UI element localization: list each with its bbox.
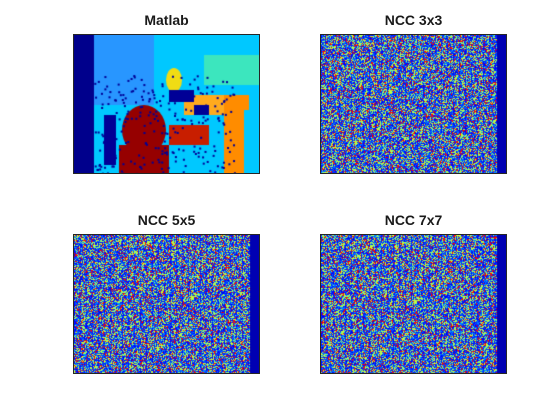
image-axes-ncc-5x5 bbox=[73, 234, 260, 374]
image-axes-ncc-3x3 bbox=[320, 34, 507, 174]
subplot-matlab: Matlab bbox=[73, 12, 260, 174]
image-axes-matlab bbox=[73, 34, 260, 174]
disparity-image-ncc-7x7 bbox=[321, 235, 506, 373]
subplot-ncc-5x5: NCC 5x5 bbox=[73, 212, 260, 374]
subplot-ncc-7x7: NCC 7x7 bbox=[320, 212, 507, 374]
subplot-title-matlab: Matlab bbox=[144, 12, 189, 28]
disparity-image-ncc-3x3 bbox=[321, 35, 506, 173]
subplot-title-ncc-5x5: NCC 5x5 bbox=[137, 212, 196, 228]
subplot-ncc-3x3: NCC 3x3 bbox=[320, 12, 507, 174]
image-axes-ncc-7x7 bbox=[320, 234, 507, 374]
subplot-title-ncc-7x7: NCC 7x7 bbox=[384, 212, 443, 228]
disparity-image-matlab bbox=[74, 35, 259, 173]
subplot-title-ncc-3x3: NCC 3x3 bbox=[384, 12, 443, 28]
disparity-image-ncc-5x5 bbox=[74, 235, 259, 373]
